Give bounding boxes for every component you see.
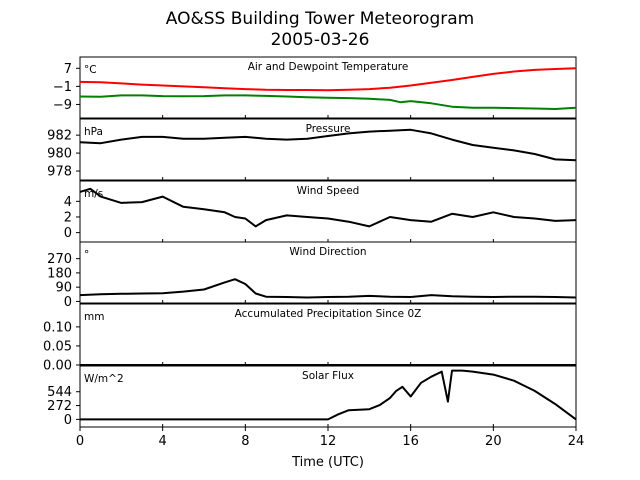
y-tick-label: −9 xyxy=(53,98,72,113)
y-tick-label: 180 xyxy=(47,266,72,281)
y-tick-label: 90 xyxy=(55,281,72,296)
panel-unit: W/m^2 xyxy=(84,373,124,385)
y-tick-label: 982 xyxy=(47,129,72,144)
x-tick-label: 8 xyxy=(241,434,249,449)
series-line-2 xyxy=(80,95,576,109)
y-tick-label: 0 xyxy=(64,413,72,428)
x-tick-label: 20 xyxy=(485,434,502,449)
panel-unit: °C xyxy=(84,64,97,76)
panel-1: 7 −1 −9 Air and Dewpoint Temperature °C xyxy=(53,57,576,118)
y-tick-label: 272 xyxy=(47,399,72,414)
y-tick-label: 270 xyxy=(47,252,72,267)
chart-subtitle: 2005-03-26 xyxy=(271,30,370,50)
y-tick-label: −1 xyxy=(53,80,72,95)
y-tick-label: 980 xyxy=(47,147,72,162)
panel-3: 420 Wind Speed m/s xyxy=(64,181,576,242)
x-tick-label: 0 xyxy=(76,434,84,449)
x-tick-label: 16 xyxy=(402,434,419,449)
panel-label: Solar Flux xyxy=(302,370,354,382)
panel-label: Wind Direction xyxy=(289,246,366,258)
panel-label: Accumulated Precipitation Since 0Z xyxy=(235,308,422,320)
y-tick-label: 0 xyxy=(64,226,72,241)
y-tick-label: 0.05 xyxy=(43,339,72,354)
panel-label: Air and Dewpoint Temperature xyxy=(248,61,409,73)
y-tick-label: 978 xyxy=(47,165,72,180)
y-tick-label: 0.10 xyxy=(43,320,72,335)
panel-5: 0.10 0.05 0.00 Accumulated Precipitation Si… xyxy=(43,304,576,374)
x-tick-label: 24 xyxy=(568,434,585,449)
chart-title: AO&SS Building Tower Meteorogram xyxy=(166,9,474,29)
y-tick-label: 7 xyxy=(64,62,72,77)
panel-unit: hPa xyxy=(84,126,103,138)
y-tick-label: 4 xyxy=(64,195,72,210)
panel-unit: mm xyxy=(84,311,104,323)
y-tick-label: 544 xyxy=(47,385,72,400)
x-axis-label: Time (UTC) xyxy=(291,455,364,470)
panel-unit: m/s xyxy=(84,188,103,200)
panel-unit: ° xyxy=(84,249,89,261)
meteorogram-chart: AO&SS Building Tower Meteorogram 2005-03… xyxy=(0,0,640,480)
panel-2: 982 980 978 Pressure hPa xyxy=(47,119,576,180)
series-line-1 xyxy=(80,279,576,297)
x-axis: 0 4 8 12 16 20 24 xyxy=(76,427,584,449)
panel-label: Wind Speed xyxy=(297,185,360,197)
x-tick-label: 12 xyxy=(320,434,337,449)
y-tick-label: 0.00 xyxy=(43,359,72,374)
y-tick-label: 2 xyxy=(64,210,72,225)
panel-label: Pressure xyxy=(306,123,351,135)
x-tick-label: 4 xyxy=(159,434,167,449)
y-tick-label: 0 xyxy=(64,295,72,310)
